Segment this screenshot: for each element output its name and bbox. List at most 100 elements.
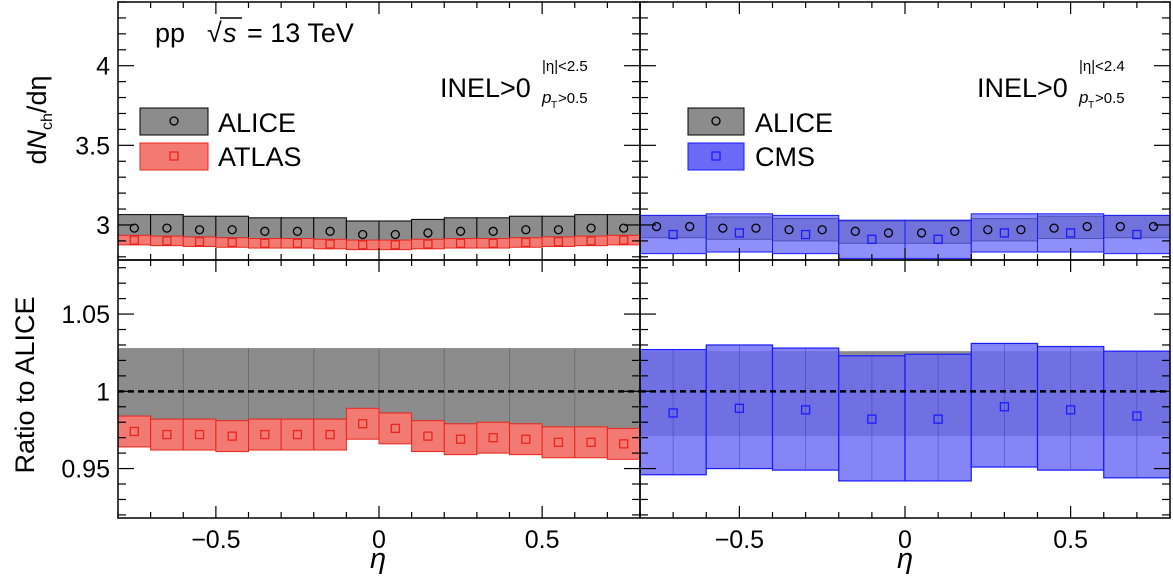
legend-alice-label-left: ALICE [218, 108, 296, 138]
x-tick-label: −0.5 [715, 526, 764, 554]
legend-alice-swatch-right [687, 107, 745, 136]
cms-sys-box [838, 219, 906, 259]
x-tick-label: −0.5 [191, 526, 240, 554]
alice-point [325, 226, 335, 236]
atlas-ratio-point [292, 429, 303, 440]
alice-point [718, 223, 728, 233]
ylabel-d: d [22, 149, 52, 164]
atlas-point [358, 240, 368, 250]
alice-point [751, 223, 761, 233]
atlas-point [390, 240, 400, 250]
x-axis-label-right: η [897, 543, 913, 575]
alice-point [950, 226, 960, 236]
alice-point [455, 226, 466, 236]
alice-point [1082, 221, 1092, 232]
atlas-point [292, 238, 303, 248]
alice-point [685, 221, 695, 232]
atlas-ratio-point [325, 429, 335, 440]
atlas-ratio-box [509, 423, 543, 456]
atlas-ratio-point [129, 426, 139, 437]
atlas-sys-box [541, 236, 576, 247]
cms-sys-box [1037, 213, 1105, 253]
atlas-point [129, 235, 139, 245]
atlas-point [423, 239, 433, 249]
x-axis-label-left: η [370, 543, 386, 575]
atlas-sys-box [280, 238, 315, 249]
atlas-ratio-box [313, 418, 347, 451]
y-axis-label-bottom: Ratio to ALICE [10, 296, 40, 473]
alice-point [883, 228, 894, 238]
legend-atlas-label: ATLAS [218, 142, 302, 172]
atlas-sys-box [117, 234, 152, 246]
axes-layer: −0.5 0 0.5 −0.5 0 0.5 3 3.5 4 0.95 1 1.05 [61, 1, 1171, 554]
alice-point [1016, 225, 1026, 235]
cms-ratio-point [1132, 411, 1142, 421]
alice-point [1049, 223, 1059, 233]
selection-main-left: INEL>0 [440, 73, 531, 103]
cms-ratio-point [1065, 405, 1076, 415]
alice-point [521, 225, 531, 235]
ylabel-rest: /dη [22, 76, 52, 114]
legend-atlas-swatch [139, 142, 209, 171]
cms-sys-box [904, 219, 972, 259]
atlas-ratio-box [606, 427, 641, 460]
atlas-ratio-point [521, 434, 531, 444]
alice-point [784, 225, 794, 235]
atlas-ratio-box [117, 415, 152, 448]
alice-point [358, 229, 368, 240]
legend-alice-marker-right [711, 116, 721, 126]
atlas-point [521, 237, 531, 248]
atlas-sys-box [574, 235, 608, 247]
selection-pt-cut-left: >0.5 [558, 90, 588, 107]
alice-point [292, 226, 303, 236]
atlas-point [488, 238, 498, 248]
alice-point [488, 226, 498, 236]
alice-point [1148, 221, 1159, 232]
atlas-ratio-box [345, 407, 380, 440]
alice-point [619, 223, 629, 233]
atlas-ratio-box [443, 423, 478, 456]
selection-eta-right: |η|<2.4 [1079, 58, 1125, 75]
y-tick-label: 1 [96, 378, 110, 406]
selection-main-right: INEL>0 [977, 73, 1068, 103]
atlas-point [455, 238, 466, 248]
alice-point [1115, 221, 1125, 232]
cms-point [999, 228, 1010, 238]
cms-ratio-point [734, 403, 745, 413]
legend-atlas-marker [169, 151, 179, 161]
legend-cms-swatch [687, 142, 745, 171]
energy-prefix: pp [155, 18, 185, 48]
cms-ratio-point [999, 402, 1010, 412]
svg-text:dNch/dη: dNch/dη [22, 76, 56, 165]
legend-alice-marker-left [169, 116, 179, 126]
atlas-ratio-box [411, 420, 445, 453]
alice-point [162, 223, 172, 233]
x-tick-label: 0 [898, 526, 912, 554]
cms-point [1065, 228, 1076, 238]
atlas-ratio-box [574, 426, 608, 459]
cms-point [933, 234, 943, 244]
atlas-point [260, 238, 270, 248]
cms-ratio-point [668, 408, 678, 418]
atlas-ratio-box [182, 418, 217, 451]
alice-point [553, 225, 564, 235]
cms-sys-box [772, 214, 840, 255]
alice-point [260, 226, 270, 236]
selection-pt-right: p [1078, 88, 1088, 107]
legend-alice-swatch-left [139, 107, 209, 136]
energy-var: s [223, 18, 237, 48]
atlas-ratio-point [423, 431, 433, 441]
atlas-point [586, 236, 596, 246]
cms-point [800, 229, 811, 240]
atlas-sys-box [443, 238, 478, 249]
cms-point [668, 229, 678, 240]
selection-pt-left: p [541, 88, 551, 107]
legend-alice-label-right: ALICE [755, 108, 833, 138]
atlas-sys-box [476, 238, 510, 249]
atlas-point [325, 239, 335, 249]
atlas-ratio-box [215, 420, 249, 453]
atlas-sys-box [182, 236, 217, 247]
atlas-ratio-point [488, 433, 498, 443]
atlas-ratio-point [553, 437, 564, 447]
